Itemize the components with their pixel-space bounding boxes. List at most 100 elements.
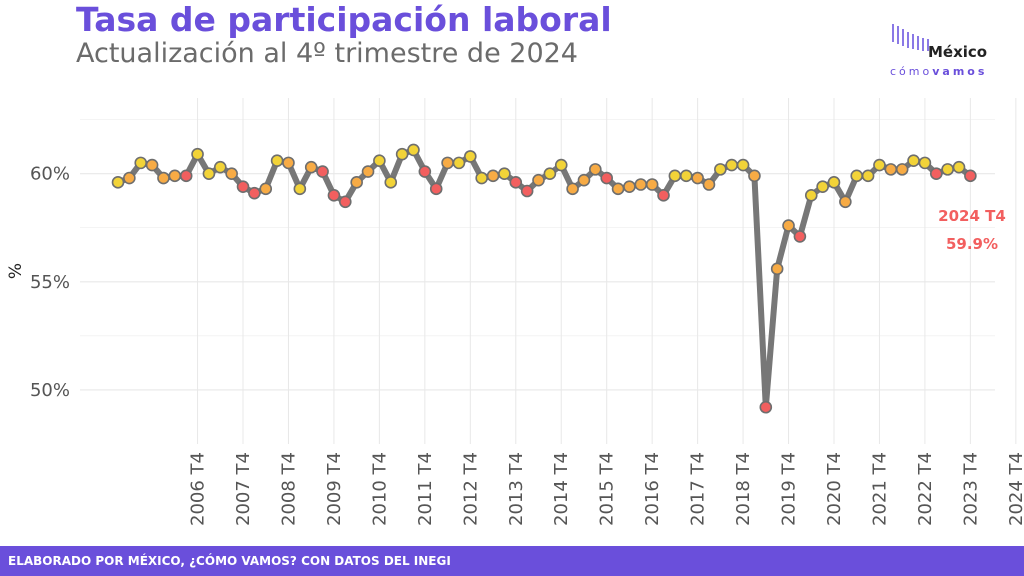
x-tick-label: 2021 T4 (869, 452, 890, 526)
logo-bars-icon (892, 24, 929, 51)
data-point (111, 176, 125, 189)
data-point (952, 160, 966, 174)
data-point (338, 195, 352, 209)
data-point (748, 169, 761, 183)
data-point (157, 171, 170, 185)
data-point (452, 156, 466, 170)
data-point (611, 182, 625, 196)
data-point (577, 173, 591, 187)
y-axis-ticks: 50% 55% 60% (30, 164, 70, 401)
data-point (770, 262, 784, 276)
data-point (600, 171, 613, 185)
data-point (441, 156, 454, 170)
x-tick-label: 2009 T4 (324, 452, 345, 526)
y-tick-label: 55% (30, 272, 70, 293)
data-point (384, 176, 398, 189)
data-point (191, 147, 204, 161)
data-point (793, 230, 807, 243)
data-point (123, 171, 136, 185)
data-point (282, 156, 295, 170)
x-tick-label: 2023 T4 (960, 452, 981, 526)
data-point (486, 169, 500, 183)
annotation-value: 59.9% (946, 235, 998, 253)
data-point (304, 160, 318, 174)
y-tick-label: 50% (30, 380, 70, 401)
data-point (861, 169, 875, 183)
data-point (464, 150, 477, 163)
chart-title: Tasa de participación laboral (76, 0, 612, 39)
y-axis-label: % (6, 263, 26, 279)
data-point (509, 176, 523, 189)
x-axis-ticks: 2006 T4 2007 T4 2008 T4 2009 T4 2010 T4 2011 … (188, 452, 1024, 526)
x-tick-label: 2017 T4 (688, 452, 709, 526)
x-tick-label: 2019 T4 (779, 452, 800, 526)
x-tick-label: 2016 T4 (642, 452, 663, 526)
data-point (418, 165, 432, 178)
data-point (236, 180, 250, 193)
data-point (850, 169, 864, 183)
chart-subtitle: Actualización al 4º trimestre de 2024 (76, 38, 578, 69)
data-point (270, 154, 284, 168)
x-tick-label: 2013 T4 (506, 452, 527, 526)
data-point (634, 178, 648, 191)
data-point (657, 189, 670, 202)
mexico-como-vamos-logo: México cómovamos (888, 22, 1008, 82)
data-point (259, 182, 273, 196)
x-tick-label: 2022 T4 (915, 452, 936, 526)
data-point (316, 165, 329, 178)
x-tick-label: 2018 T4 (733, 452, 754, 526)
x-tick-label: 2010 T4 (369, 452, 390, 526)
footer-credit: ELABORADO POR MÉXICO, ¿CÓMO VAMOS? CON D… (8, 554, 451, 568)
data-point (498, 167, 511, 180)
data-point (839, 195, 852, 209)
data-point (884, 163, 898, 176)
data-point (918, 156, 932, 170)
annotation-period: 2024 T4 (938, 207, 1006, 225)
data-point (645, 178, 659, 191)
data-point (929, 167, 943, 180)
data-point (429, 182, 443, 196)
data-point (668, 169, 682, 183)
data-point (782, 219, 795, 232)
data-point (714, 163, 727, 176)
data-point (941, 163, 954, 176)
x-tick-label: 2006 T4 (188, 452, 209, 526)
data-point (168, 169, 182, 183)
footer-bar: ELABORADO POR MÉXICO, ¿CÓMO VAMOS? CON D… (0, 546, 1024, 576)
data-point (907, 154, 920, 168)
logo-word: México (928, 43, 988, 61)
data-point (589, 163, 602, 176)
data-point (895, 163, 909, 176)
data-point (327, 189, 341, 202)
x-tick-label: 2012 T4 (460, 452, 481, 526)
data-point (804, 189, 818, 202)
line-chart: 50% 55% 60% % 2006 T4 2007 T4 2008 T4 2009 T4… (6, 98, 1024, 526)
data-point (725, 158, 739, 172)
data-point (213, 160, 227, 174)
logo-sub-bold: vamos (932, 65, 988, 78)
data-point (395, 147, 409, 161)
data-point (873, 158, 886, 172)
data-point (543, 167, 557, 180)
data-point (350, 176, 363, 189)
x-tick-label: 2014 T4 (551, 452, 572, 526)
data-point (702, 178, 716, 191)
data-point (816, 180, 829, 193)
data-point (475, 171, 488, 185)
data-point (293, 182, 307, 196)
x-tick-label: 2011 T4 (415, 452, 436, 526)
data-point (532, 173, 545, 187)
data-point (134, 156, 148, 170)
x-tick-label: 2024 T4 (1006, 452, 1024, 526)
data-point (373, 154, 386, 168)
data-point (679, 169, 693, 183)
data-point (407, 143, 420, 157)
data-point (361, 165, 375, 178)
x-tick-label: 2007 T4 (233, 452, 254, 526)
data-points (111, 143, 977, 414)
x-tick-label: 2015 T4 (597, 452, 618, 526)
data-point (623, 180, 636, 193)
x-tick-label: 2020 T4 (824, 452, 845, 526)
logo-sub-light: cómo (890, 65, 933, 78)
data-point (248, 186, 261, 200)
